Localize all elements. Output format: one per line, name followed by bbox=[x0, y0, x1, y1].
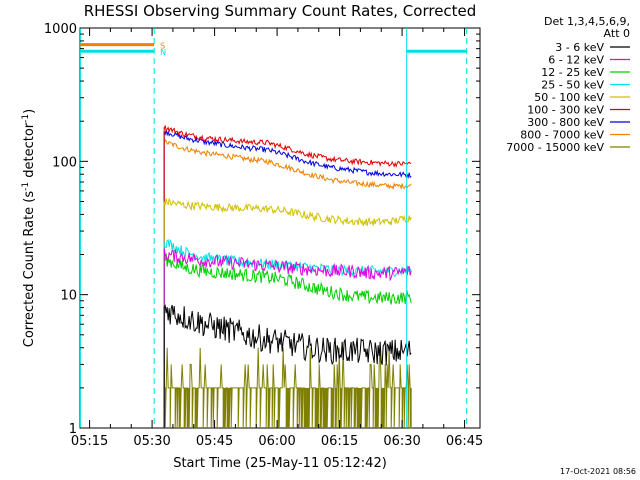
legend-item: 800 - 7000 keV bbox=[520, 129, 630, 142]
y-axis: 1 10 100 1000 bbox=[44, 22, 480, 437]
legend-label: 3 - 6 keV bbox=[555, 41, 604, 54]
series-800-7000-kev bbox=[163, 138, 412, 428]
series-line bbox=[163, 253, 412, 428]
x-tick-label: 05:15 bbox=[71, 434, 108, 449]
legend-item: 300 - 800 keV bbox=[527, 116, 630, 129]
series-3-6-kev bbox=[163, 304, 412, 428]
series-line bbox=[163, 238, 412, 428]
legend-label: 7000 - 15000 keV bbox=[506, 141, 604, 154]
legend-label: 300 - 800 keV bbox=[527, 116, 604, 129]
legend-item: 3 - 6 keV bbox=[555, 41, 630, 54]
y-axis-label-sup2: -1 bbox=[21, 114, 31, 123]
series-line bbox=[163, 138, 412, 428]
series-layer bbox=[163, 125, 412, 429]
series-50-100-kev bbox=[163, 198, 412, 428]
flag-label-n: N bbox=[160, 48, 166, 57]
y-tick-label: 10 bbox=[60, 289, 77, 304]
series-100-300-kev bbox=[163, 125, 412, 428]
series-25-50-kev bbox=[163, 238, 412, 428]
legend-item: 12 - 25 keV bbox=[541, 66, 630, 79]
x-tick-label: 06:30 bbox=[383, 434, 420, 449]
series-line bbox=[163, 198, 412, 428]
legend-header-2: Att 0 bbox=[604, 27, 630, 40]
x-tick-label: 06:45 bbox=[446, 434, 483, 449]
legend-label: 12 - 25 keV bbox=[541, 66, 604, 79]
series-line bbox=[163, 347, 412, 429]
y-tick-label: 1 bbox=[69, 422, 77, 437]
legend-item: 7000 - 15000 keV bbox=[506, 141, 630, 154]
y-axis-label-sup1: -1 bbox=[21, 182, 31, 191]
series-6-12-kev bbox=[163, 248, 412, 428]
x-tick-label: 06:00 bbox=[258, 434, 295, 449]
legend-label: 6 - 12 keV bbox=[548, 54, 604, 67]
legend-item: 50 - 100 keV bbox=[534, 91, 630, 104]
y-axis-label-main: Corrected Count Rate (s bbox=[22, 191, 37, 348]
x-tick-label: 05:30 bbox=[133, 434, 170, 449]
series-line bbox=[163, 304, 412, 428]
legend-label: 25 - 50 keV bbox=[541, 79, 604, 92]
y-axis-label: Corrected Count Rate (s-1 detector-1) bbox=[21, 109, 37, 347]
footer-timestamp: 17-Oct-2021 08:56 bbox=[560, 467, 636, 476]
legend-item: 100 - 300 keV bbox=[527, 104, 630, 117]
x-tick-label: 06:15 bbox=[321, 434, 358, 449]
y-axis-label-mid: detector bbox=[22, 122, 37, 182]
y-axis-label-end: ) bbox=[22, 109, 37, 114]
marker-layer bbox=[79, 28, 468, 428]
x-axis-label: Start Time (25-May-11 05:12:42) bbox=[173, 456, 387, 471]
plot-frame bbox=[79, 27, 481, 429]
series-12-25-kev bbox=[163, 253, 412, 428]
legend-header-1: Det 1,3,4,5,6,9, bbox=[544, 15, 630, 28]
series-line bbox=[163, 125, 412, 428]
flag-label-s: S bbox=[160, 42, 165, 51]
legend-label: 800 - 7000 keV bbox=[520, 129, 604, 142]
legend-label: 100 - 300 keV bbox=[527, 104, 604, 117]
flag-layer: SN bbox=[80, 42, 467, 57]
legend-label: 50 - 100 keV bbox=[534, 91, 604, 104]
y-tick-label: 100 bbox=[52, 155, 77, 170]
series-line bbox=[163, 248, 412, 428]
legend-item: 25 - 50 keV bbox=[541, 79, 630, 92]
series-300-800-kev bbox=[163, 129, 412, 428]
series-line bbox=[163, 129, 412, 428]
series-7000-15000-kev bbox=[163, 347, 412, 429]
x-axis: 05:15 05:30 05:45 06:00 06:15 06:30 06:45 bbox=[71, 28, 483, 449]
y-tick-label: 1000 bbox=[44, 22, 77, 37]
chart-title: RHESSI Observing Summary Count Rates, Co… bbox=[84, 2, 477, 20]
x-tick-label: 05:45 bbox=[196, 434, 233, 449]
legend-item: 6 - 12 keV bbox=[548, 54, 630, 67]
